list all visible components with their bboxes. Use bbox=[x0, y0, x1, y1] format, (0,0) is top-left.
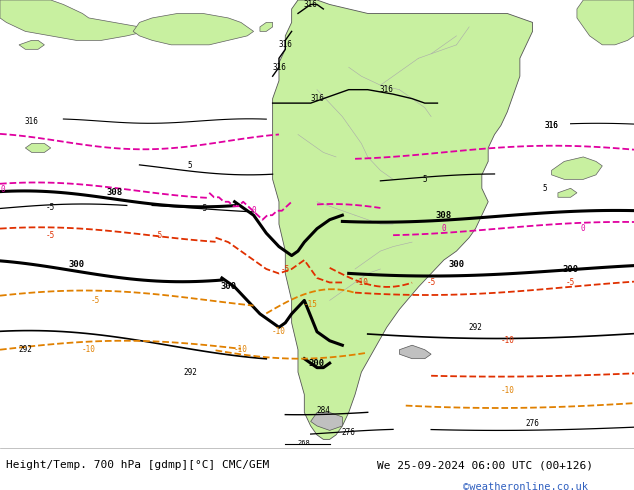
Text: 284: 284 bbox=[316, 406, 330, 415]
Text: 268: 268 bbox=[298, 440, 311, 446]
Text: -10: -10 bbox=[82, 345, 96, 354]
Text: -5: -5 bbox=[566, 278, 575, 287]
Text: 292: 292 bbox=[183, 368, 197, 377]
Text: 300: 300 bbox=[562, 265, 579, 273]
Text: 5: 5 bbox=[422, 175, 427, 184]
Text: Height/Temp. 700 hPa [gdmp][°C] CMC/GEM: Height/Temp. 700 hPa [gdmp][°C] CMC/GEM bbox=[6, 460, 269, 470]
Text: ©weatheronline.co.uk: ©weatheronline.co.uk bbox=[463, 482, 588, 490]
Text: 316: 316 bbox=[272, 63, 286, 72]
Text: 0: 0 bbox=[1, 185, 6, 194]
Text: -10: -10 bbox=[234, 345, 248, 354]
Text: -5: -5 bbox=[154, 231, 163, 240]
Text: -5: -5 bbox=[91, 296, 100, 305]
Text: 292: 292 bbox=[469, 323, 482, 332]
Text: 0: 0 bbox=[251, 206, 256, 215]
Text: 308: 308 bbox=[436, 211, 452, 220]
Text: 276: 276 bbox=[526, 419, 540, 428]
Polygon shape bbox=[260, 23, 273, 31]
Text: 300: 300 bbox=[68, 260, 84, 269]
Text: 316: 316 bbox=[304, 0, 318, 9]
Text: 0: 0 bbox=[441, 224, 446, 233]
Text: 292: 292 bbox=[18, 345, 32, 354]
Polygon shape bbox=[0, 0, 146, 40]
Polygon shape bbox=[558, 188, 577, 197]
Text: 316: 316 bbox=[278, 40, 292, 49]
Text: 0: 0 bbox=[581, 224, 586, 233]
Text: 300: 300 bbox=[220, 282, 236, 292]
Text: -15: -15 bbox=[304, 300, 318, 309]
Polygon shape bbox=[399, 345, 431, 359]
Text: 5: 5 bbox=[188, 161, 193, 171]
Text: 300: 300 bbox=[448, 260, 465, 269]
Polygon shape bbox=[311, 413, 342, 430]
Text: -10: -10 bbox=[272, 327, 286, 336]
Text: 316: 316 bbox=[545, 121, 559, 130]
Text: -5: -5 bbox=[281, 265, 290, 273]
Text: 300: 300 bbox=[309, 359, 325, 368]
Text: -10: -10 bbox=[500, 386, 514, 394]
Polygon shape bbox=[273, 0, 533, 440]
Text: 316: 316 bbox=[25, 117, 39, 125]
Polygon shape bbox=[19, 40, 44, 49]
Text: 316: 316 bbox=[310, 94, 324, 103]
Text: -5: -5 bbox=[46, 203, 55, 212]
Text: 276: 276 bbox=[342, 428, 356, 437]
Text: -5: -5 bbox=[198, 204, 207, 213]
Text: 308: 308 bbox=[106, 188, 122, 197]
Text: -10: -10 bbox=[500, 336, 514, 345]
Polygon shape bbox=[133, 13, 254, 45]
Text: We 25-09-2024 06:00 UTC (00+126): We 25-09-2024 06:00 UTC (00+126) bbox=[377, 460, 593, 470]
Polygon shape bbox=[25, 144, 51, 152]
Text: -10: -10 bbox=[354, 278, 368, 287]
Polygon shape bbox=[552, 157, 602, 179]
Polygon shape bbox=[577, 0, 634, 45]
Text: -5: -5 bbox=[427, 278, 436, 287]
Text: 316: 316 bbox=[545, 121, 559, 130]
Text: 5: 5 bbox=[543, 184, 548, 193]
Text: -5: -5 bbox=[46, 231, 55, 240]
Text: 316: 316 bbox=[380, 85, 394, 94]
